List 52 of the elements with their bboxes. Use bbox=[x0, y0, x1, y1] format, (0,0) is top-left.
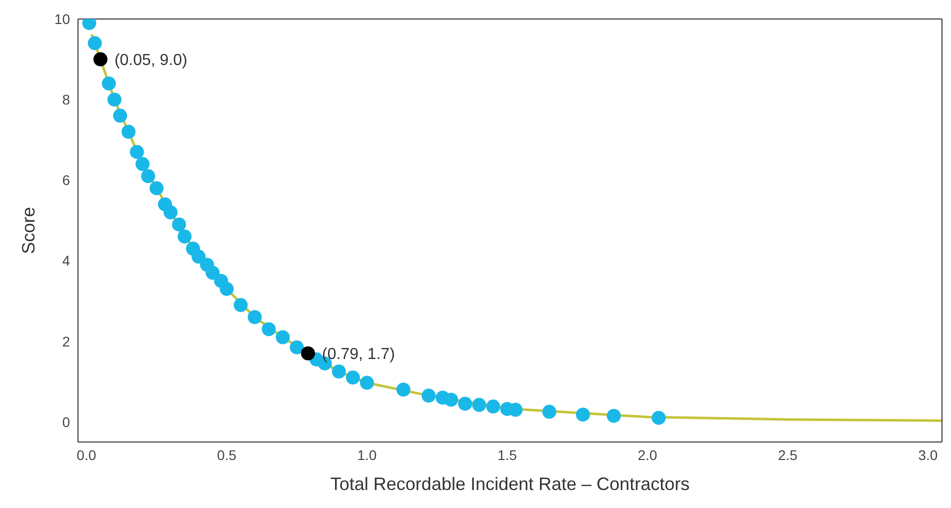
x-tick-label: 1.5 bbox=[497, 446, 518, 463]
y-axis-title: Score bbox=[18, 206, 38, 254]
point bbox=[130, 144, 144, 159]
annotation: (0.05, 9.0) bbox=[114, 52, 188, 69]
point bbox=[141, 169, 156, 184]
point bbox=[113, 108, 128, 123]
point bbox=[121, 124, 136, 139]
point bbox=[248, 310, 262, 324]
point bbox=[150, 181, 164, 196]
x-tick-label: 2.0 bbox=[638, 446, 658, 463]
point bbox=[88, 36, 102, 50]
point bbox=[346, 370, 360, 385]
point bbox=[486, 400, 500, 414]
point bbox=[164, 205, 178, 220]
y-tick-label: 2 bbox=[62, 333, 70, 350]
point bbox=[107, 92, 122, 107]
point bbox=[276, 330, 290, 344]
point bbox=[102, 76, 116, 90]
y-tick-label: 6 bbox=[62, 172, 70, 188]
x-tick-label: 0.0 bbox=[76, 446, 96, 463]
point bbox=[178, 230, 192, 244]
point bbox=[444, 392, 458, 407]
point bbox=[192, 250, 206, 264]
point bbox=[422, 388, 436, 403]
point bbox=[220, 282, 234, 296]
x-tick-label: 3.0 bbox=[918, 446, 938, 463]
y-tick-label: 8 bbox=[62, 92, 70, 108]
point bbox=[360, 376, 374, 390]
point bbox=[262, 322, 276, 336]
point bbox=[652, 410, 666, 425]
x-tick-label: 1.0 bbox=[357, 446, 377, 463]
point bbox=[234, 298, 248, 312]
point bbox=[301, 346, 316, 360]
point bbox=[508, 402, 523, 417]
point bbox=[542, 404, 556, 419]
x-tick-label: 2.5 bbox=[778, 446, 798, 463]
point bbox=[172, 217, 186, 232]
point bbox=[290, 340, 304, 354]
point bbox=[136, 157, 150, 172]
x-axis-title: Total Recordable Incident Rate – Contractors bbox=[330, 474, 690, 494]
y-tick-label: 0 bbox=[62, 414, 70, 430]
point bbox=[606, 408, 621, 423]
point bbox=[458, 396, 472, 411]
y-tick-label: 10 bbox=[54, 10, 70, 27]
point bbox=[576, 408, 590, 422]
y-tick-label: 4 bbox=[62, 252, 70, 269]
point bbox=[206, 266, 220, 280]
annotation: (0.79, 1.7) bbox=[322, 346, 395, 364]
point bbox=[396, 382, 410, 397]
point bbox=[332, 364, 346, 378]
point bbox=[472, 398, 486, 412]
x-tick-label: 0.5 bbox=[216, 446, 237, 463]
